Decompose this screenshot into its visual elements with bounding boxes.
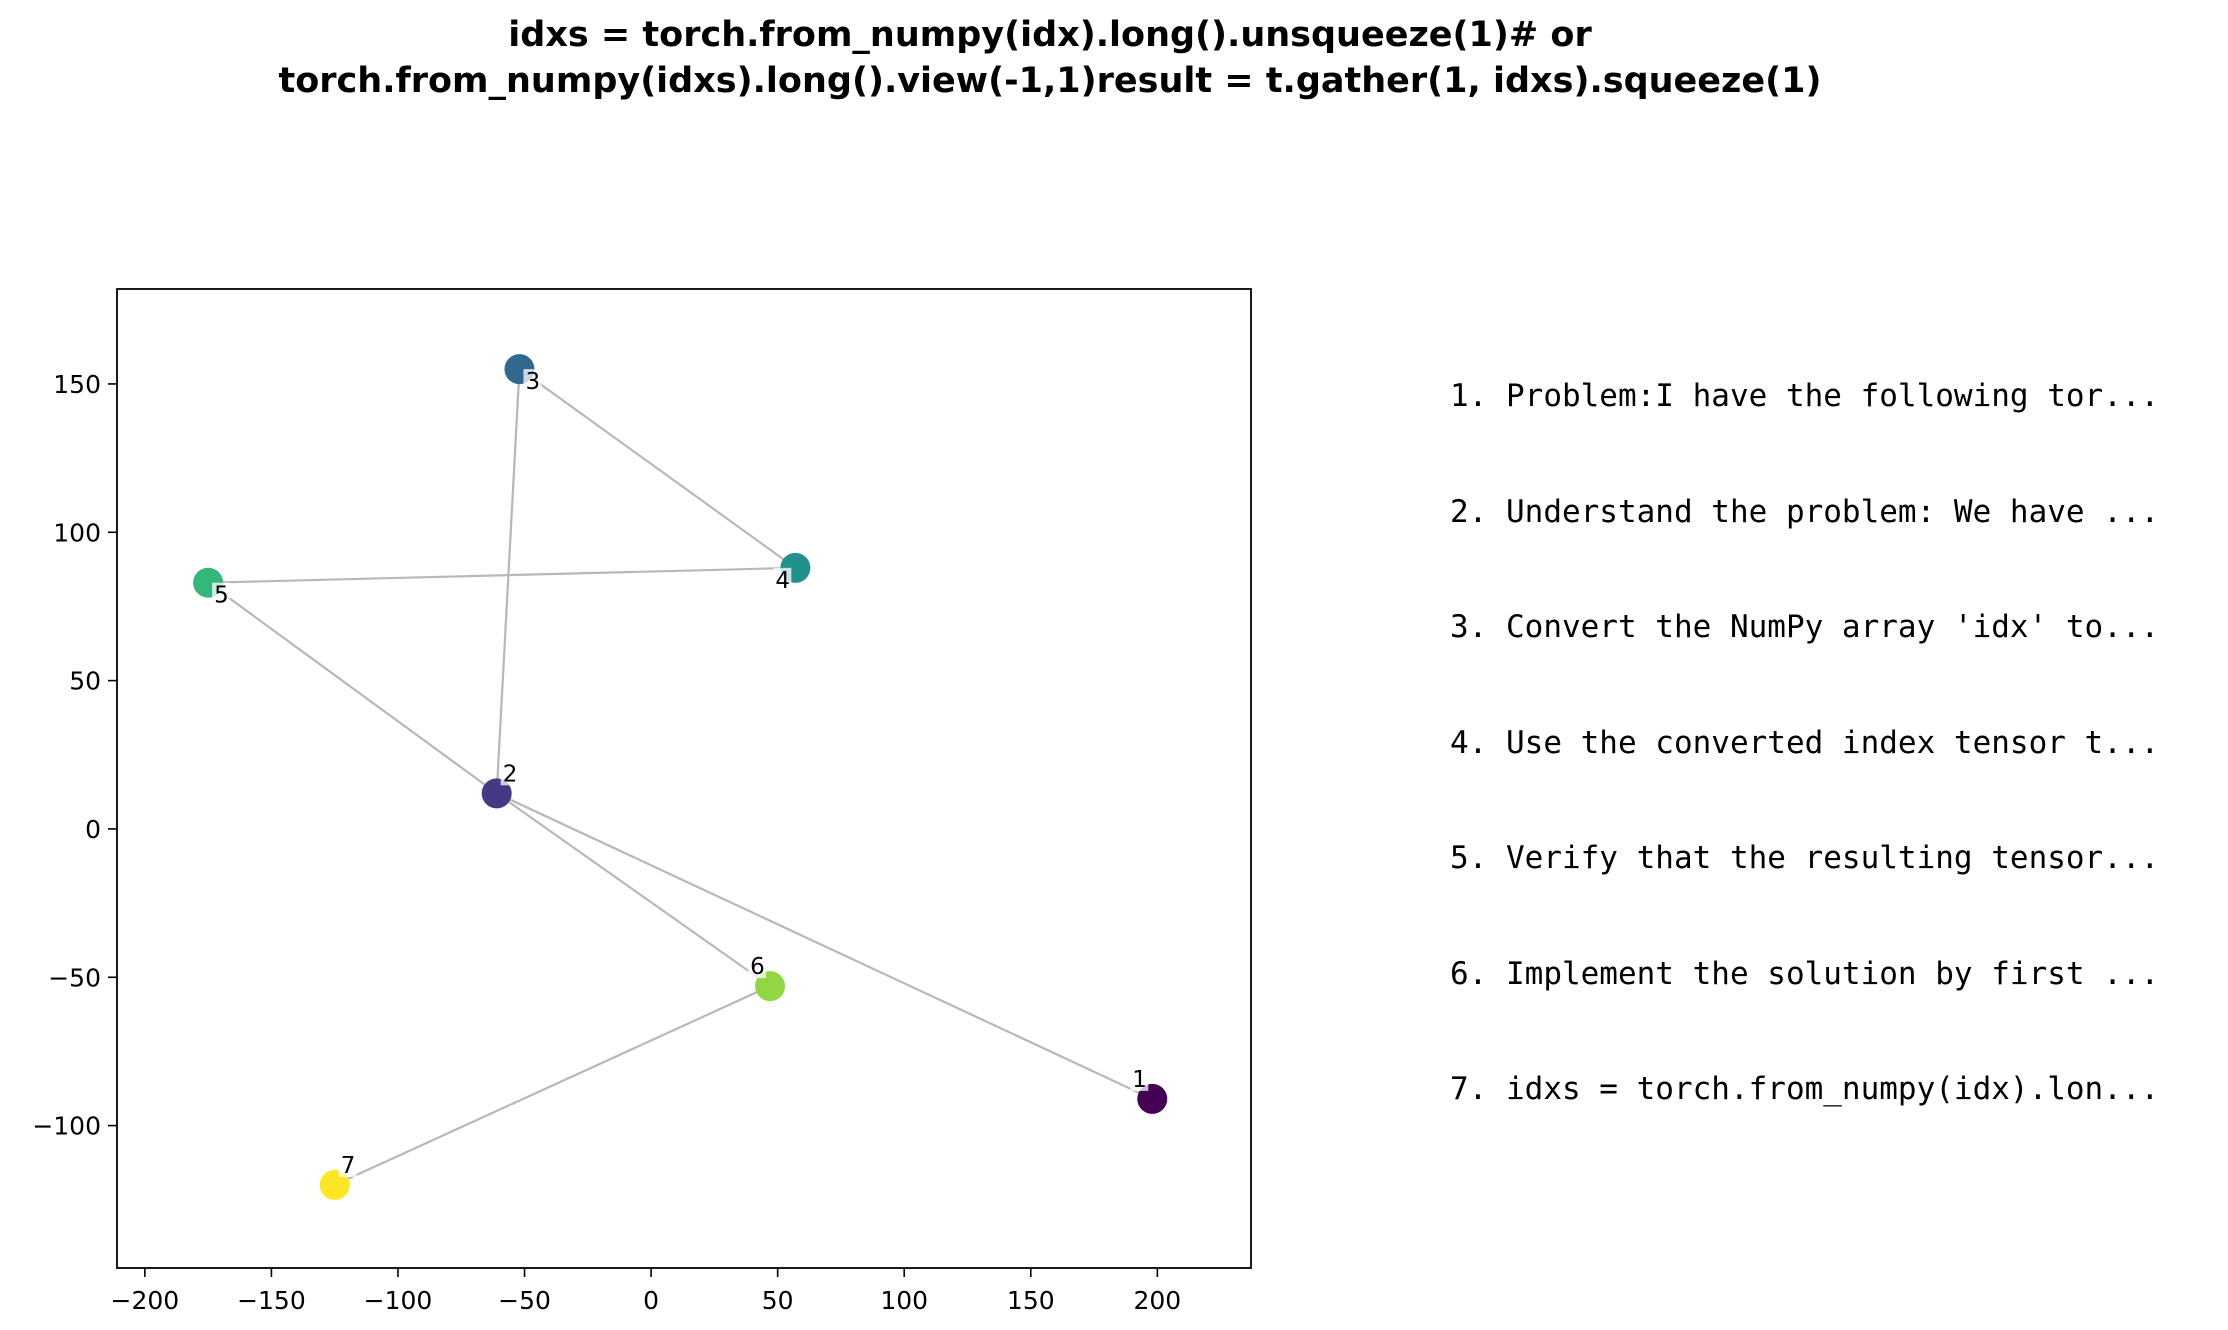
step-item-7: 7. idxs = torch.from_numpy(idx).lon... <box>1450 1071 2160 1107</box>
point-label-bg-5 <box>212 582 231 607</box>
edge-2-6 <box>496 792 771 988</box>
chart-title: idxs = torch.from_numpy(idx).long().unsq… <box>0 12 2100 104</box>
x-tick-label-1: −150 <box>237 1286 306 1315</box>
data-point-7 <box>319 1169 350 1200</box>
data-point-1 <box>1137 1083 1168 1114</box>
point-label-3: 3 <box>525 369 540 395</box>
y-tick-label-2: 0 <box>85 815 101 844</box>
point-label-bg-7 <box>338 1152 357 1177</box>
point-label-1: 1 <box>1132 1067 1147 1093</box>
y-axis: −100 −50 0 50 100 150 <box>32 370 117 1141</box>
edge-6-7 <box>334 985 771 1186</box>
chart-title-line-2: torch.from_numpy(idxs).long().view(-1,1)… <box>278 61 1822 101</box>
x-tick-label-5: 50 <box>762 1286 794 1315</box>
x-tick-label-0: −200 <box>111 1286 180 1315</box>
y-tick-label-1: −50 <box>48 963 101 992</box>
edge-1-2 <box>496 792 1153 1100</box>
y-tick-label-3: 50 <box>69 667 101 696</box>
y-tick-label-5: 150 <box>53 370 101 399</box>
point-label-bg-1 <box>1130 1066 1149 1091</box>
point-label-2: 2 <box>503 761 518 787</box>
steps-list: 1. Problem:I have the following tor... 2… <box>1450 300 2159 1147</box>
step-item-1: 1. Problem:I have the following tor... <box>1450 378 2160 414</box>
plot-area-frame <box>116 288 1252 1269</box>
point-label-bg-2 <box>500 761 519 786</box>
point-label-bg-6 <box>748 954 767 979</box>
step-item-5: 5. Verify that the resulting tensor... <box>1450 840 2160 876</box>
point-label-4: 4 <box>775 568 790 594</box>
point-label-6: 6 <box>750 954 765 980</box>
step-item-4: 4. Use the converted index tensor t... <box>1450 724 2160 761</box>
step-item-6: 6. Implement the solution by first ... <box>1450 955 2160 992</box>
points-layer <box>193 354 1168 1200</box>
step-item-3: 3. Convert the NumPy array 'idx' to... <box>1450 609 2160 645</box>
x-axis: −200 −150 −100 −50 0 50 100 150 200 <box>111 1268 1181 1315</box>
edge-2-3 <box>495 369 521 794</box>
edge-4-5 <box>208 566 796 584</box>
data-point-6 <box>755 971 786 1002</box>
y-tick-label-4: 100 <box>53 518 101 547</box>
x-tick-label-3: −50 <box>498 1286 551 1315</box>
edge-3-4 <box>518 368 797 569</box>
point-label-7: 7 <box>341 1153 356 1179</box>
x-tick-label-6: 100 <box>880 1286 928 1315</box>
point-label-bg-4 <box>773 567 792 592</box>
x-tick-label-2: −100 <box>364 1286 433 1315</box>
x-tick-label-7: 150 <box>1007 1286 1055 1315</box>
point-label-bg-3 <box>523 369 542 394</box>
data-point-2 <box>481 778 512 809</box>
point-labels-layer: 1 2 3 4 5 6 7 <box>212 369 1149 1179</box>
point-label-5: 5 <box>214 583 229 609</box>
y-tick-label-0: −100 <box>32 1112 101 1141</box>
chart-title-line-1: idxs = torch.from_numpy(idx).long().unsq… <box>508 15 1592 55</box>
x-tick-label-4: 0 <box>643 1286 659 1315</box>
step-item-2: 2. Understand the problem: We have ... <box>1450 493 2160 530</box>
edge-5-2 <box>207 581 498 795</box>
x-tick-label-8: 200 <box>1133 1286 1181 1315</box>
edges-layer <box>207 368 1153 1186</box>
